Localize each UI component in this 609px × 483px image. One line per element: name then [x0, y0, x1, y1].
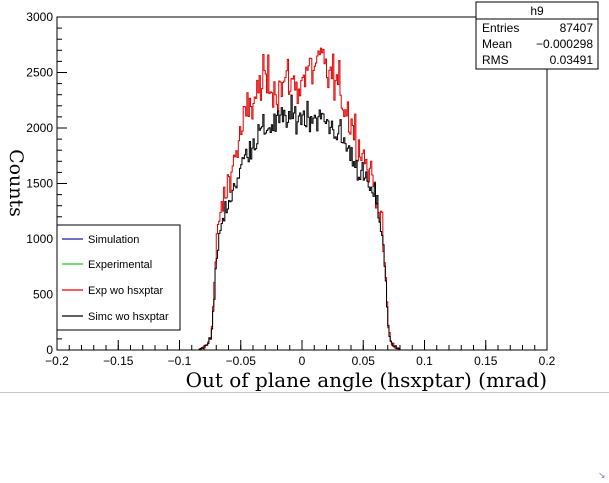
y-tick-label: 2000 [26, 121, 53, 135]
histogram-chart: −0.2 −0.15 −0.1 −0.05 0 0.05 0.1 0.15 0.2 0 500 100… [5, 1, 599, 392]
x-tick-label: 0.2 [539, 354, 556, 368]
y-tick-label: 1000 [26, 232, 53, 246]
x-tick-label: 0.05 [352, 354, 376, 368]
y-tick-label: 0 [46, 343, 53, 357]
series-layer [191, 47, 407, 351]
y-tick-label: 1500 [26, 177, 53, 191]
stats-box-title: h9 [530, 4, 544, 18]
stats-entries-label: Entries [482, 21, 519, 35]
stats-box: h9 Entries 87407 Mean −0.000298 RMS 0.03… [475, 1, 599, 70]
x-tick-label: 0.15 [474, 354, 498, 368]
x-tick-label: −0.1 [168, 354, 192, 368]
x-axis-label: Out of plane angle (hsxptar) (mrad) [186, 368, 547, 392]
x-tick-label: 0 [299, 354, 306, 368]
stats-rms-label: RMS [482, 53, 509, 67]
legend: Simulation Experimental Exp wo hsxptar S… [56, 224, 181, 331]
y-axis-label: Counts [5, 149, 27, 217]
x-tick-label: −0.15 [103, 354, 134, 368]
x-tick-label: 0.1 [416, 354, 433, 368]
x-tick-label: −0.2 [45, 354, 69, 368]
legend-label-exp-wo-hsxptar: Exp wo hsxptar [88, 285, 164, 297]
corner-marker: ↘ [598, 470, 606, 480]
stats-mean-value: −0.000298 [536, 37, 593, 51]
stats-rms-value: 0.03491 [550, 53, 594, 67]
y-tick-label: 2500 [26, 66, 53, 80]
y-tick-label: 3000 [26, 10, 53, 24]
canvas-divider [0, 392, 609, 393]
axis-layer: −0.2 −0.15 −0.1 −0.05 0 0.05 0.1 0.15 0.2 0 500 100… [26, 10, 555, 368]
stats-mean-label: Mean [482, 37, 512, 51]
legend-label-experimental: Experimental [88, 259, 152, 271]
stats-entries-value: 87407 [560, 21, 594, 35]
legend-label-simulation: Simulation [88, 234, 139, 246]
legend-label-simc-wo-hsxptar: Simc wo hsxptar [88, 311, 169, 323]
series-line-simc-wo-hsxptar [191, 94, 407, 351]
x-tick-label: −0.05 [226, 354, 257, 368]
y-tick-label: 500 [33, 288, 53, 302]
